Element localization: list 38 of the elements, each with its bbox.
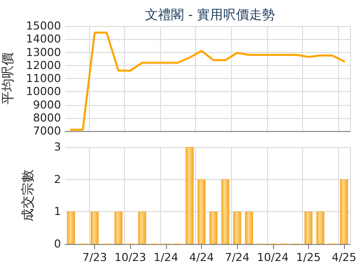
x-tick-label: 1/25	[296, 251, 321, 264]
y-axis-title: 成交宗數	[20, 170, 36, 222]
y-tick-label: 15000	[26, 20, 61, 32]
y-tick-label: 14000	[26, 32, 61, 46]
chart-title: 文禮閣 - 實用呎價走勢	[145, 8, 275, 23]
bar	[221, 179, 230, 244]
y-tick-label: 7000	[33, 124, 61, 138]
bar	[66, 212, 75, 244]
bar	[316, 212, 324, 244]
y-tick-label: 1	[54, 205, 61, 218]
y-tick-label: 10000	[26, 85, 61, 98]
bar	[90, 212, 99, 244]
bar	[198, 179, 206, 244]
y-axis-title: 平均呎價	[1, 52, 16, 104]
y-tick-label: 8000	[33, 111, 61, 124]
y-tick-label: 3	[54, 140, 61, 154]
y-tick-label: 2	[54, 172, 61, 186]
x-tick-label: 4/24	[189, 251, 214, 264]
x-tick-label: 7/24	[224, 251, 250, 264]
x-tick-label: 7/23	[82, 251, 108, 264]
bar	[138, 212, 146, 244]
y-tick-label: 0	[54, 238, 61, 250]
y-tick-label: 11000	[26, 72, 61, 85]
y-tick-label: 13000	[26, 46, 61, 59]
bar	[114, 212, 122, 244]
line-series	[70, 32, 346, 131]
bar	[304, 212, 312, 244]
y-tick-label: 9000	[33, 98, 61, 112]
bar	[233, 212, 242, 244]
x-tick-label: 10/24	[256, 251, 289, 264]
bar	[340, 179, 348, 244]
x-tick-label: 1/24	[154, 251, 178, 264]
x-tick-label: 4/25	[332, 251, 356, 264]
bar	[209, 212, 218, 244]
y-tick-label: 12000	[26, 58, 61, 72]
bar	[245, 212, 254, 244]
bar	[186, 147, 194, 244]
x-tick-label: 10/23	[114, 251, 146, 264]
